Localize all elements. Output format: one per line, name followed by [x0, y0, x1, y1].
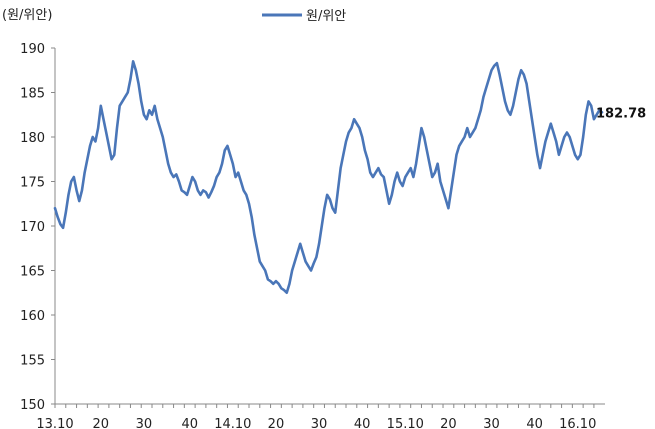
last-value-label: 182.78 — [596, 106, 646, 121]
series-line — [53, 60, 604, 295]
y-tick-label: 170 — [20, 220, 45, 235]
x-tick-label: 30 — [136, 417, 153, 429]
x-tick-label: 30 — [483, 417, 500, 429]
y-tick-label: 165 — [20, 265, 45, 280]
x-axis: 13.10 20 30 40 14.10 20 30 40 15.10 20 30 40 16.10 — [36, 403, 605, 429]
legend-label: 원/위안 — [306, 9, 346, 24]
x-tick-label: 15.10 — [387, 417, 424, 429]
y-tick-label: 175 — [20, 176, 45, 191]
x-tick-label: 16.10 — [559, 417, 596, 429]
x-tick-label: 13.10 — [36, 417, 73, 429]
y-tick-label: 190 — [20, 42, 45, 57]
x-tick-label: 14.10 — [214, 417, 251, 429]
y-axis-unit-label: (원/위안) — [2, 8, 52, 23]
legend: 원/위안 — [262, 9, 346, 24]
y-tick-label: 155 — [20, 354, 45, 369]
y-axis: 150 155 160 165 170 175 180 185 190 — [20, 42, 56, 413]
x-tick-label: 20 — [440, 417, 457, 429]
y-tick-label: 160 — [20, 309, 45, 324]
x-tick-label: 20 — [268, 417, 285, 429]
x-tick-label: 30 — [311, 417, 328, 429]
y-tick-label: 180 — [20, 131, 45, 146]
y-tick-label: 185 — [20, 87, 45, 102]
x-tick-label: 20 — [93, 417, 110, 429]
x-tick-label: 40 — [181, 417, 198, 429]
x-tick-label: 40 — [526, 417, 543, 429]
y-tick-label: 150 — [20, 398, 45, 413]
x-tick-label: 40 — [354, 417, 371, 429]
